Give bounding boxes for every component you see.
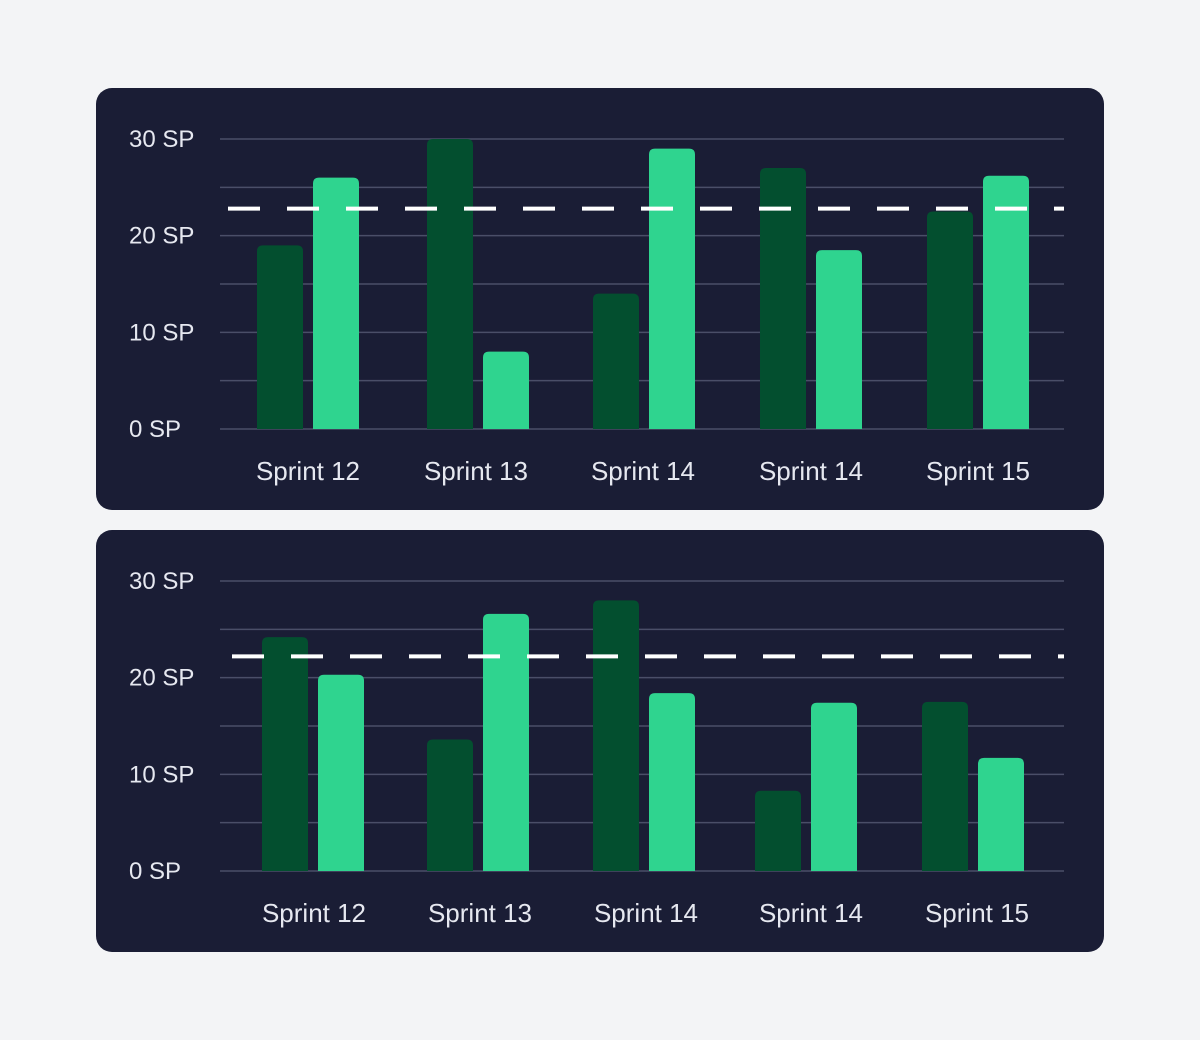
bar-series-1	[922, 701, 968, 871]
x-category-label: Sprint 13	[428, 898, 532, 928]
bar-series-1	[427, 139, 473, 429]
bar-series-1	[262, 637, 308, 871]
y-tick-label: 20 SP	[129, 665, 194, 692]
x-category-label: Sprint 15	[926, 456, 1030, 486]
x-category-label: Sprint 14	[594, 898, 698, 928]
y-tick-label: 30 SP	[129, 568, 194, 595]
chart-panel-bottom: 0 SP 10 SP 20 SP 30 SP Sprint 12 Sprint 13 Spr…	[96, 530, 1104, 952]
y-tick-label: 30 SP	[129, 126, 194, 153]
bar-series-2	[313, 177, 359, 429]
chart-panel-top: 0 SP 10 SP 20 SP 30 SP Sprint 12 Sprint 13 Spr…	[96, 88, 1104, 510]
bar-chart-top: 0 SP 10 SP 20 SP 30 SP Sprint 12 Sprint 13 Spr…	[129, 126, 1064, 486]
bar-series-1	[257, 245, 303, 429]
bar-chart-bottom: 0 SP 10 SP 20 SP 30 SP Sprint 12 Sprint 13 Spr…	[129, 568, 1064, 928]
x-category-label: Sprint 15	[925, 898, 1029, 928]
bar-series-2	[483, 613, 529, 871]
x-category-label: Sprint 12	[262, 898, 366, 928]
bar-series-2	[318, 674, 364, 871]
x-category-label: Sprint 13	[424, 456, 528, 486]
bar-series-2	[483, 351, 529, 429]
x-category-label: Sprint 12	[256, 456, 360, 486]
bar-series-1	[755, 790, 801, 871]
bar-series-2	[649, 148, 695, 429]
x-category-label: Sprint 14	[759, 456, 863, 486]
bar-series-1	[927, 211, 973, 429]
y-tick-label: 0 SP	[129, 416, 181, 443]
y-tick-label: 10 SP	[129, 319, 194, 346]
x-category-label: Sprint 14	[759, 898, 863, 928]
y-tick-label: 10 SP	[129, 761, 194, 788]
bar-series-2	[978, 757, 1024, 871]
y-tick-label: 20 SP	[129, 223, 194, 250]
bar-series-2	[649, 693, 695, 871]
bar-series-2	[811, 702, 857, 871]
bar-series-2	[816, 250, 862, 429]
bar-series-1	[760, 168, 806, 429]
bar-series-1	[593, 600, 639, 871]
bar-series-1	[593, 293, 639, 429]
bar-series-2	[983, 175, 1029, 429]
y-tick-label: 0 SP	[129, 858, 181, 885]
bar-series-1	[427, 739, 473, 871]
x-category-label: Sprint 14	[591, 456, 695, 486]
